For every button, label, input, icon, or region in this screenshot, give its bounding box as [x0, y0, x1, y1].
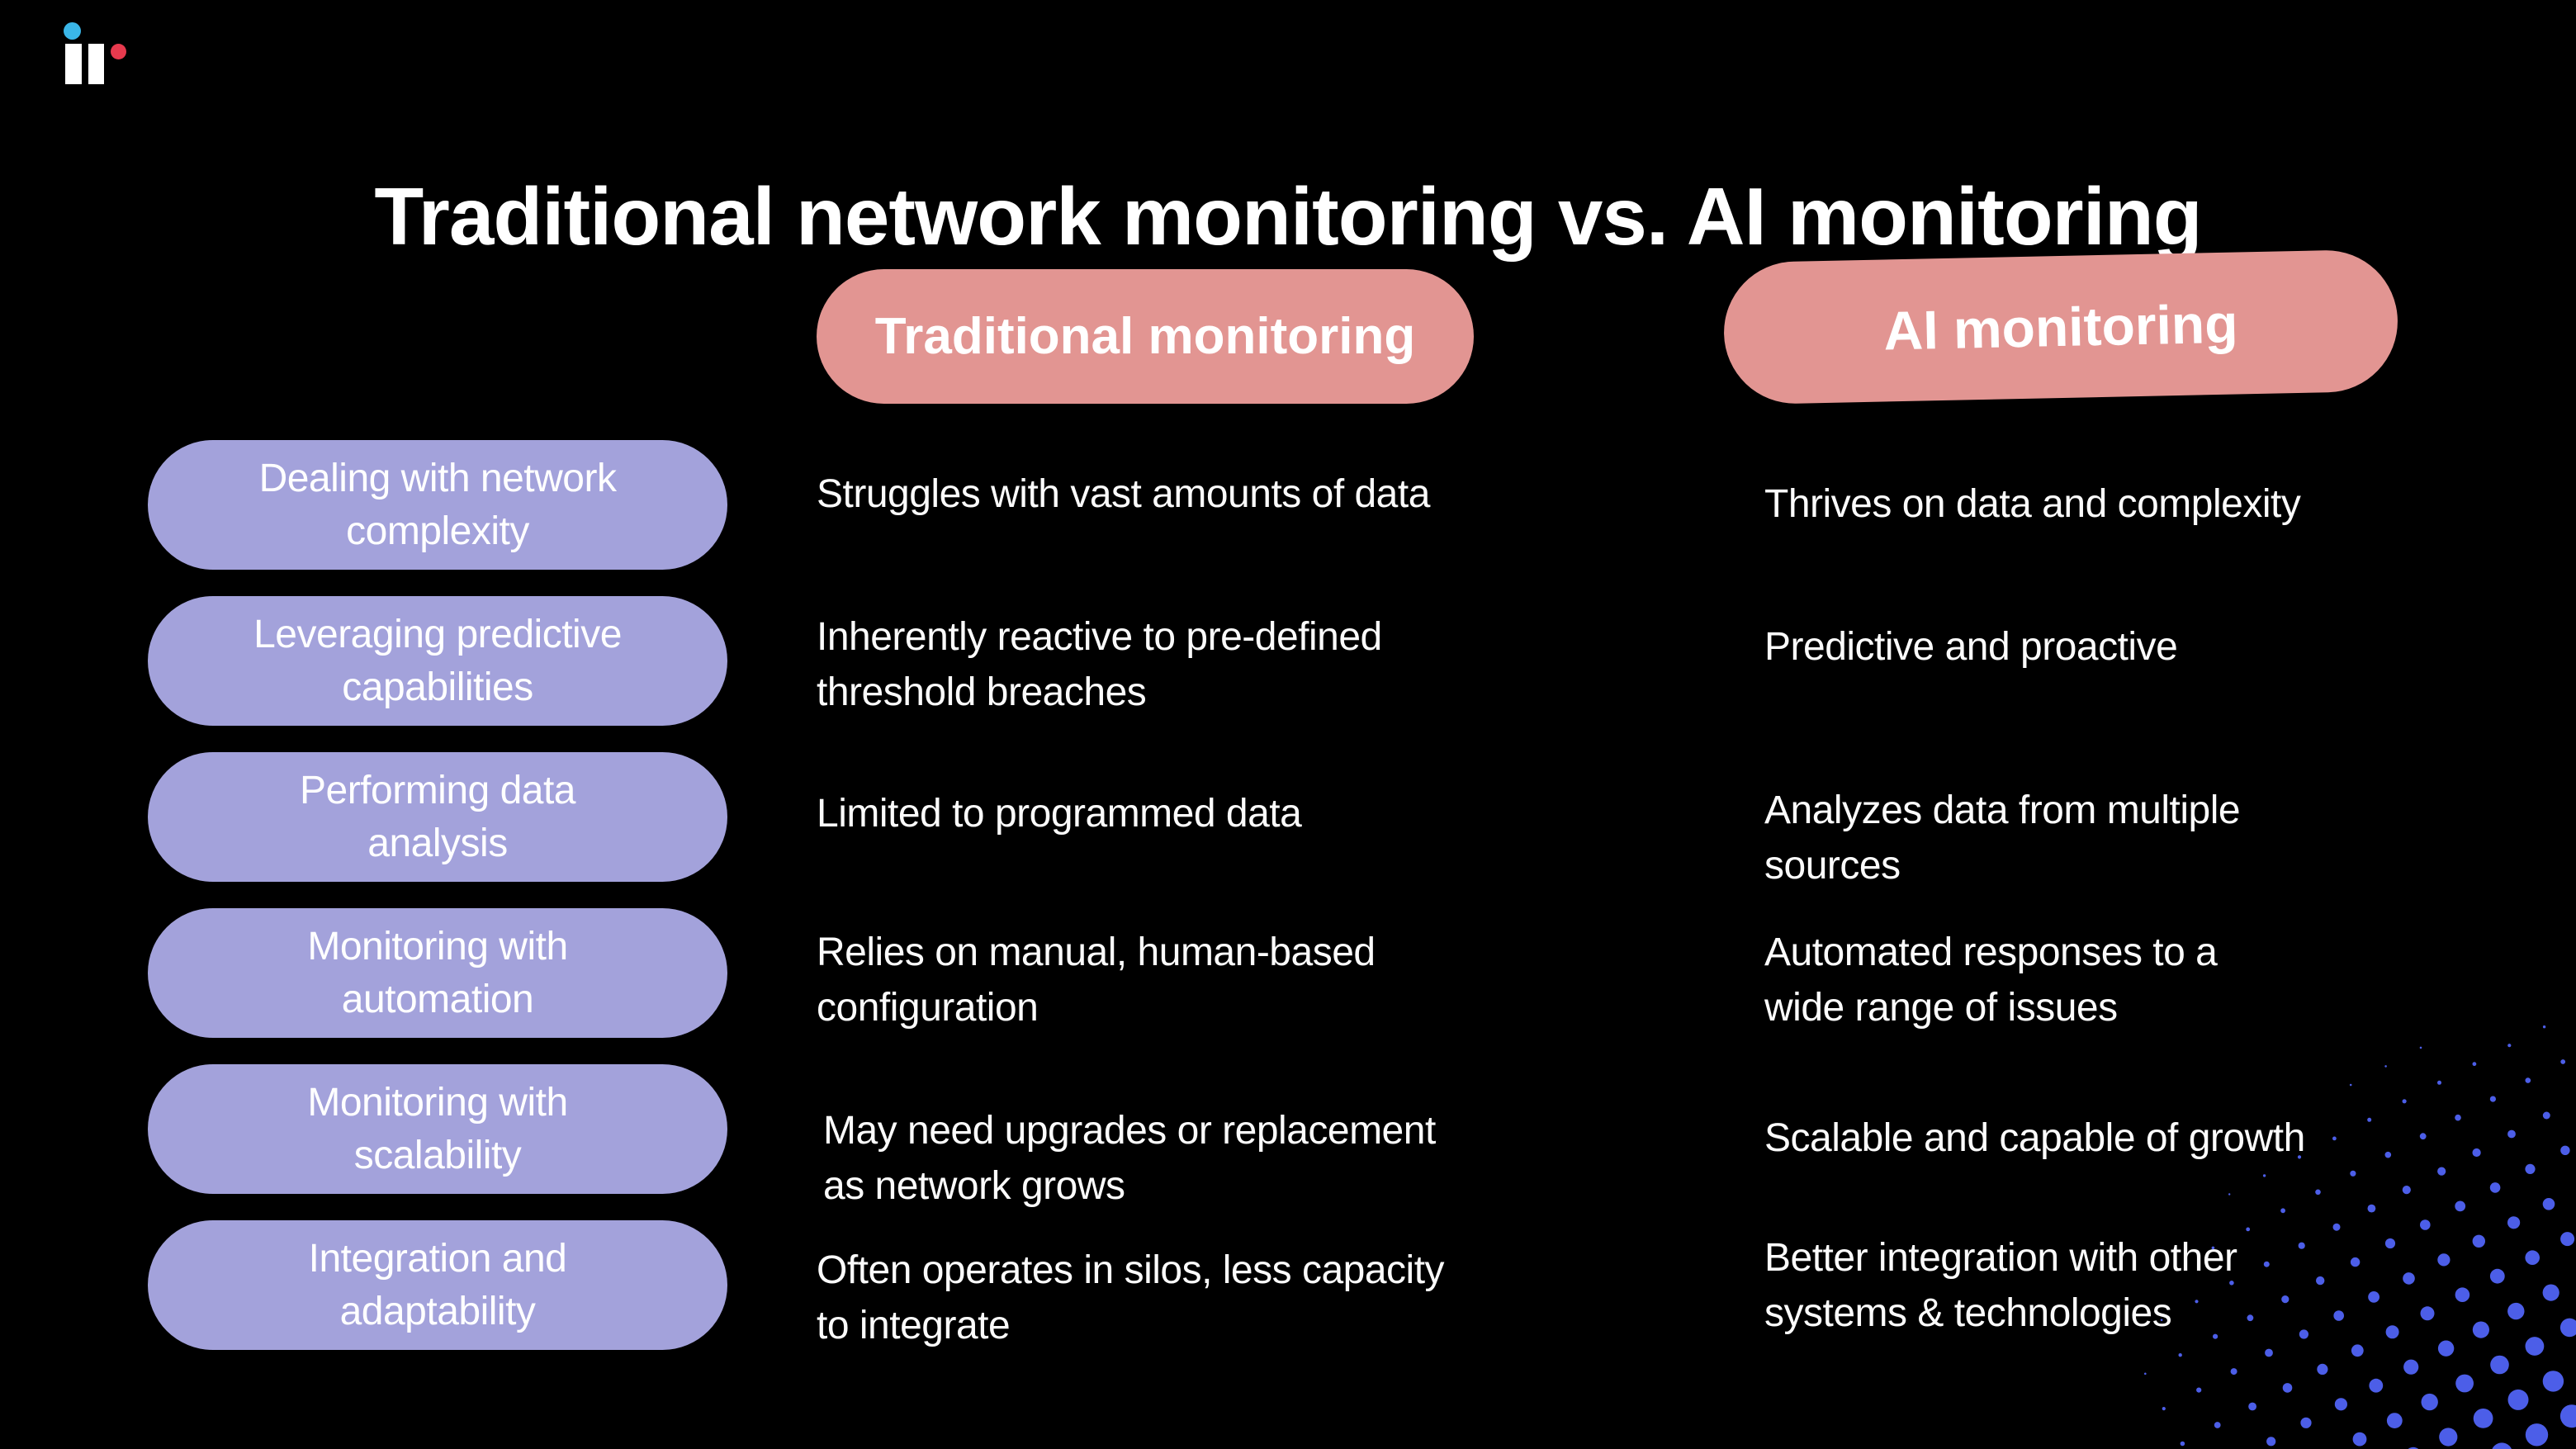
ai-cell-1: Thrives on data and complexity	[1764, 482, 2301, 526]
ai-cell-6: Better integration with other systems & …	[1764, 1236, 2237, 1335]
ir-logo	[0, 0, 149, 107]
logo-red-dot-icon	[111, 44, 126, 59]
traditional-cell-5: May need upgrades or replacement as netw…	[823, 1109, 1436, 1208]
page-title: Traditional network monitoring vs. AI mo…	[374, 170, 2202, 262]
ai-cell-5: Scalable and capable of growth	[1764, 1116, 2305, 1160]
traditional-cell-2: Inherently reactive to pre-defined thres…	[817, 615, 1382, 714]
traditional-monitoring-header-label: Traditional monitoring	[874, 308, 1416, 365]
row-label-integration: Integration and adaptability	[148, 1220, 727, 1350]
ai-monitoring-header-label: AI monitoring	[1882, 292, 2239, 362]
ai-cell-4: Automated responses to a wide range of i…	[1764, 930, 2218, 1030]
traditional-cell-1: Struggles with vast amounts of data	[817, 472, 1430, 516]
row-label-predictive-capabilities: Leveraging predictive capabilities	[148, 596, 727, 726]
ai-cell-2: Predictive and proactive	[1764, 625, 2178, 669]
row-label-network-complexity: Dealing with network complexity	[148, 440, 727, 570]
ai-monitoring-header-pill: AI monitoring	[1722, 249, 2399, 405]
halftone-dots-decoration	[2144, 1025, 2576, 1449]
row-label-automation: Monitoring with automation	[148, 908, 727, 1038]
logo-blue-dot-icon	[64, 22, 81, 40]
traditional-cell-4: Relies on manual, human-based configurat…	[817, 930, 1376, 1030]
traditional-monitoring-header-pill: Traditional monitoring	[817, 269, 1474, 404]
traditional-cell-3: Limited to programmed data	[817, 792, 1302, 836]
logo-bar-i	[65, 44, 82, 84]
row-label-scalability: Monitoring with scalability	[148, 1064, 727, 1194]
ai-cell-3: Analyzes data from multiple sources	[1764, 788, 2241, 888]
logo-bar-r	[88, 44, 104, 84]
row-label-data-analysis: Performing data analysis	[148, 752, 727, 882]
traditional-cell-6: Often operates in silos, less capacity t…	[817, 1248, 1445, 1347]
